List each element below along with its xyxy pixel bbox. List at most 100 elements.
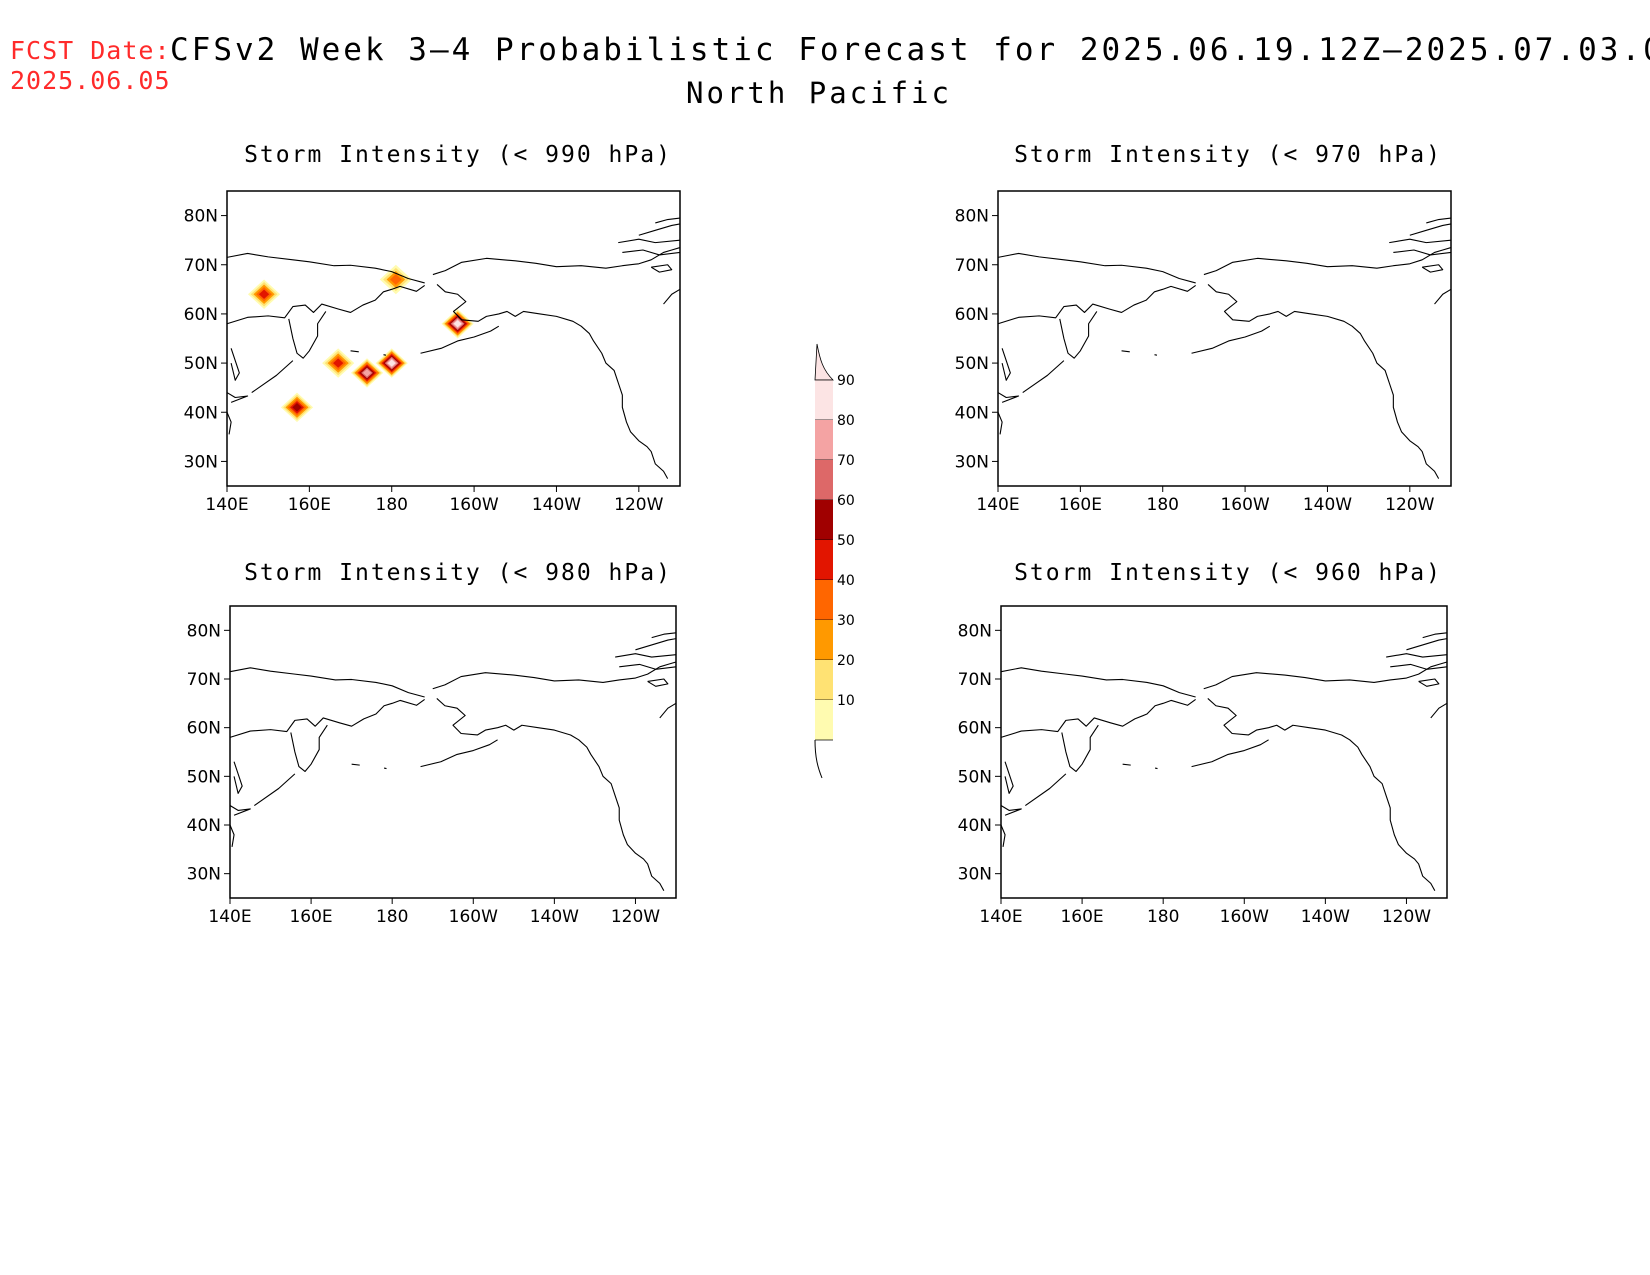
colorbar-swatch — [815, 460, 833, 500]
coastline — [615, 653, 677, 658]
lat-tick-label: 50N — [955, 354, 989, 374]
map-frame — [997, 190, 1452, 487]
colorbar-swatch — [815, 380, 833, 420]
coastline — [1434, 288, 1452, 305]
coastline — [229, 698, 425, 738]
lat-tick-label: 60N — [187, 719, 221, 739]
lon-tick-label: 120W — [1382, 907, 1431, 927]
probability-blob — [441, 309, 474, 339]
coastline — [350, 350, 359, 353]
panel-title-980: Storm Intensity (< 980 hPa) — [244, 560, 672, 586]
coastline — [226, 252, 425, 284]
coastline — [1059, 311, 1098, 359]
colorbar-label: 70 — [837, 453, 855, 469]
coastline — [622, 249, 681, 256]
coastline — [1430, 702, 1448, 719]
coastline — [635, 638, 677, 651]
coastline — [251, 360, 294, 394]
probability-field — [247, 264, 474, 423]
coastline — [1191, 325, 1271, 354]
coastline — [663, 288, 681, 305]
panel-title-970: Storm Intensity (< 970 hPa) — [1014, 142, 1442, 168]
map-frame — [1000, 605, 1448, 899]
colorbar-top-cap — [814, 343, 834, 381]
coastlines — [1000, 632, 1448, 891]
lon-tick-label: 120W — [1385, 495, 1434, 515]
coastline — [1122, 763, 1131, 766]
colorbar-swatch — [815, 660, 833, 700]
coastline — [1207, 284, 1440, 479]
probability-blob — [375, 348, 408, 378]
probability-blob — [280, 392, 314, 423]
lon-tick-label: 160W — [449, 907, 498, 927]
colorbar-swatch — [815, 580, 833, 620]
coastline — [1421, 264, 1444, 273]
colorbar-label: 10 — [837, 693, 855, 709]
map-frame — [226, 190, 681, 487]
lat-tick-label: 70N — [187, 670, 221, 690]
lon-tick-label: 180 — [1147, 907, 1179, 927]
coastline — [638, 223, 681, 236]
colorbar-label: 90 — [837, 373, 855, 389]
contour-level — [292, 403, 302, 412]
coastline — [1386, 653, 1448, 658]
coastline — [1409, 223, 1452, 236]
coastline — [997, 252, 1196, 284]
lon-tick-label: 160E — [1060, 907, 1103, 927]
lat-tick-label: 60N — [955, 305, 989, 325]
lon-tick-label: 180 — [1147, 495, 1179, 515]
forecast-date-value: 2025.06.05 — [10, 66, 171, 95]
colorbar-swatch — [815, 700, 833, 740]
coastline — [619, 663, 677, 670]
coastline — [1389, 238, 1452, 244]
coastline — [655, 217, 681, 224]
coastline — [1061, 724, 1099, 773]
coastline — [420, 325, 500, 354]
lat-tick-label: 80N — [958, 621, 992, 641]
map-frame — [229, 605, 677, 899]
lon-tick-label: 140E — [976, 495, 1019, 515]
lon-tick-label: 140E — [979, 907, 1022, 927]
probability-blob — [350, 358, 384, 388]
map-panel-990: 80N 70N 60N 50N 40N 30N 140E 160E 180 160W 140W 120… — [184, 190, 681, 515]
coastline — [229, 805, 251, 816]
coastline — [290, 724, 328, 773]
coastline — [436, 284, 669, 479]
coastlines — [997, 217, 1452, 479]
lat-tick-label: 50N — [184, 354, 218, 374]
coastline — [659, 702, 677, 719]
coastline — [1000, 805, 1022, 816]
coastline — [647, 678, 669, 687]
region-title: North Pacific — [686, 76, 952, 110]
lon-tick-label: 120W — [611, 907, 660, 927]
contour-level — [390, 274, 402, 285]
lon-tick-label: 140E — [205, 495, 248, 515]
lat-tick-label: 70N — [955, 256, 989, 276]
coastline — [1000, 667, 1196, 698]
map-panel-970: 80N 70N 60N 50N 40N 30N 140E 160E 180 160W 140W 120… — [955, 190, 1452, 515]
contour-level — [387, 359, 396, 367]
lat-tick-label: 30N — [958, 865, 992, 885]
coastline — [1426, 217, 1452, 224]
lat-tick-label: 80N — [184, 207, 218, 227]
page-title: CFSv2 Week 3–4 Probabilistic Forecast fo… — [170, 32, 1650, 68]
forecast-date-label: FCST Date: — [10, 36, 171, 65]
coastline — [618, 238, 681, 244]
coastline — [1406, 638, 1448, 651]
coastline — [1000, 824, 1006, 847]
lon-tick-label: 160W — [1220, 907, 1269, 927]
lat-tick-label: 50N — [958, 767, 992, 787]
coastline — [650, 264, 673, 273]
lat-tick-label: 30N — [955, 452, 989, 472]
lon-tick-label: 160E — [288, 495, 331, 515]
coastlines — [229, 632, 677, 891]
coastline — [1207, 698, 1436, 891]
colorbar-swatch — [815, 500, 833, 540]
coastline — [1121, 350, 1130, 353]
coastline — [226, 392, 249, 403]
lat-tick-label: 60N — [184, 305, 218, 325]
lon-tick-label: 180 — [376, 495, 408, 515]
coastline — [1022, 360, 1065, 394]
coastline — [997, 412, 1003, 435]
lon-tick-label: 140E — [208, 907, 251, 927]
